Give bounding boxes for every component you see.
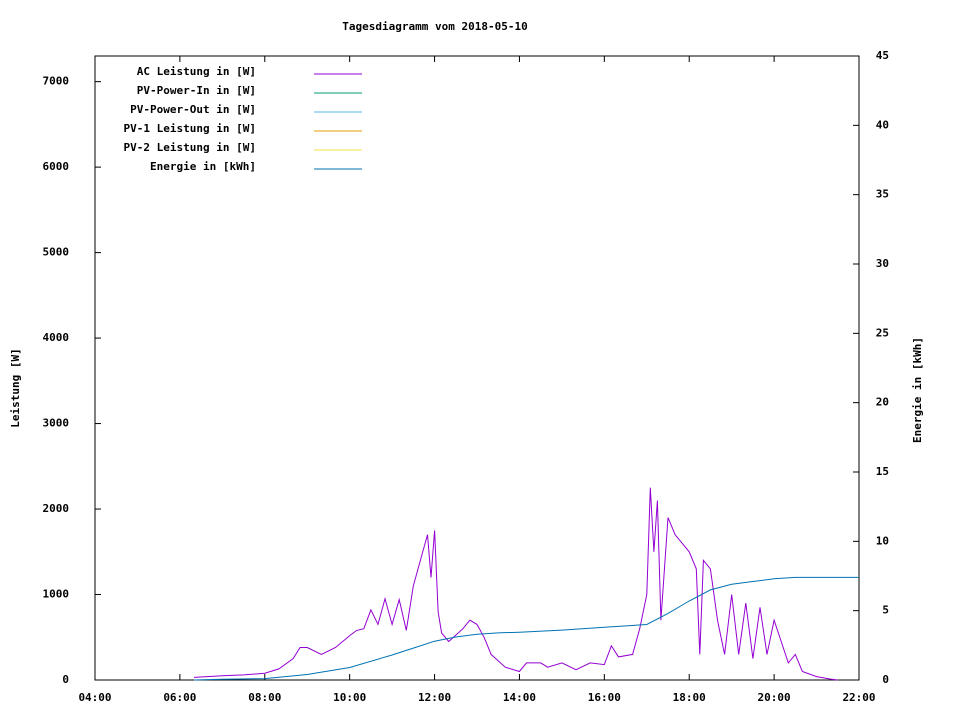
x-tick-label: 14:00 [503,691,536,704]
x-tick-label: 16:00 [588,691,621,704]
chart-title: Tagesdiagramm vom 2018-05-10 [342,20,527,33]
y2-tick-label: 15 [876,465,889,478]
x-tick-label: 08:00 [248,691,281,704]
y-tick-label: 3000 [43,417,70,430]
legend-label: PV-Power-In in [W] [137,84,256,97]
y2-tick-label: 35 [876,188,889,201]
y-tick-label: 0 [62,673,69,686]
y-tick-label: 2000 [43,502,70,515]
series-line [193,576,859,681]
legend-label: Energie in [kWh] [150,160,256,173]
plot-frame [94,55,860,681]
y2-tick-label: 25 [876,326,889,339]
y2-tick-label: 10 [876,534,889,547]
y-tick-label: 6000 [43,160,70,173]
x-tick-label: 10:00 [333,691,366,704]
y-tick-label: 7000 [43,75,70,88]
y2-tick-label: 30 [876,257,889,270]
y2-tick-label: 0 [882,673,889,686]
x-tick-label: 12:00 [418,691,451,704]
legend-label: PV-1 Leistung in [W] [124,122,256,135]
x-tick-label: 04:00 [78,691,111,704]
x-tick-label: 18:00 [673,691,706,704]
x-tick-label: 06:00 [163,691,196,704]
series-line [193,487,838,681]
legend-label: PV-2 Leistung in [W] [124,141,256,154]
y-axis-label: Leistung [W] [9,348,22,427]
legend-label: PV-Power-Out in [W] [130,103,256,116]
x-tick-label: 20:00 [758,691,791,704]
y2-tick-label: 45 [876,49,889,62]
y2-axis-label: Energie in [kWh] [911,337,924,443]
y-tick-label: 5000 [43,246,70,259]
x-tick-label: 22:00 [842,691,875,704]
y2-tick-label: 40 [876,118,889,131]
y-tick-label: 1000 [43,588,70,601]
legend-label: AC Leistung in [W] [137,65,256,78]
y2-tick-label: 20 [876,396,889,409]
y-tick-label: 4000 [43,331,70,344]
y2-tick-label: 5 [882,604,889,617]
